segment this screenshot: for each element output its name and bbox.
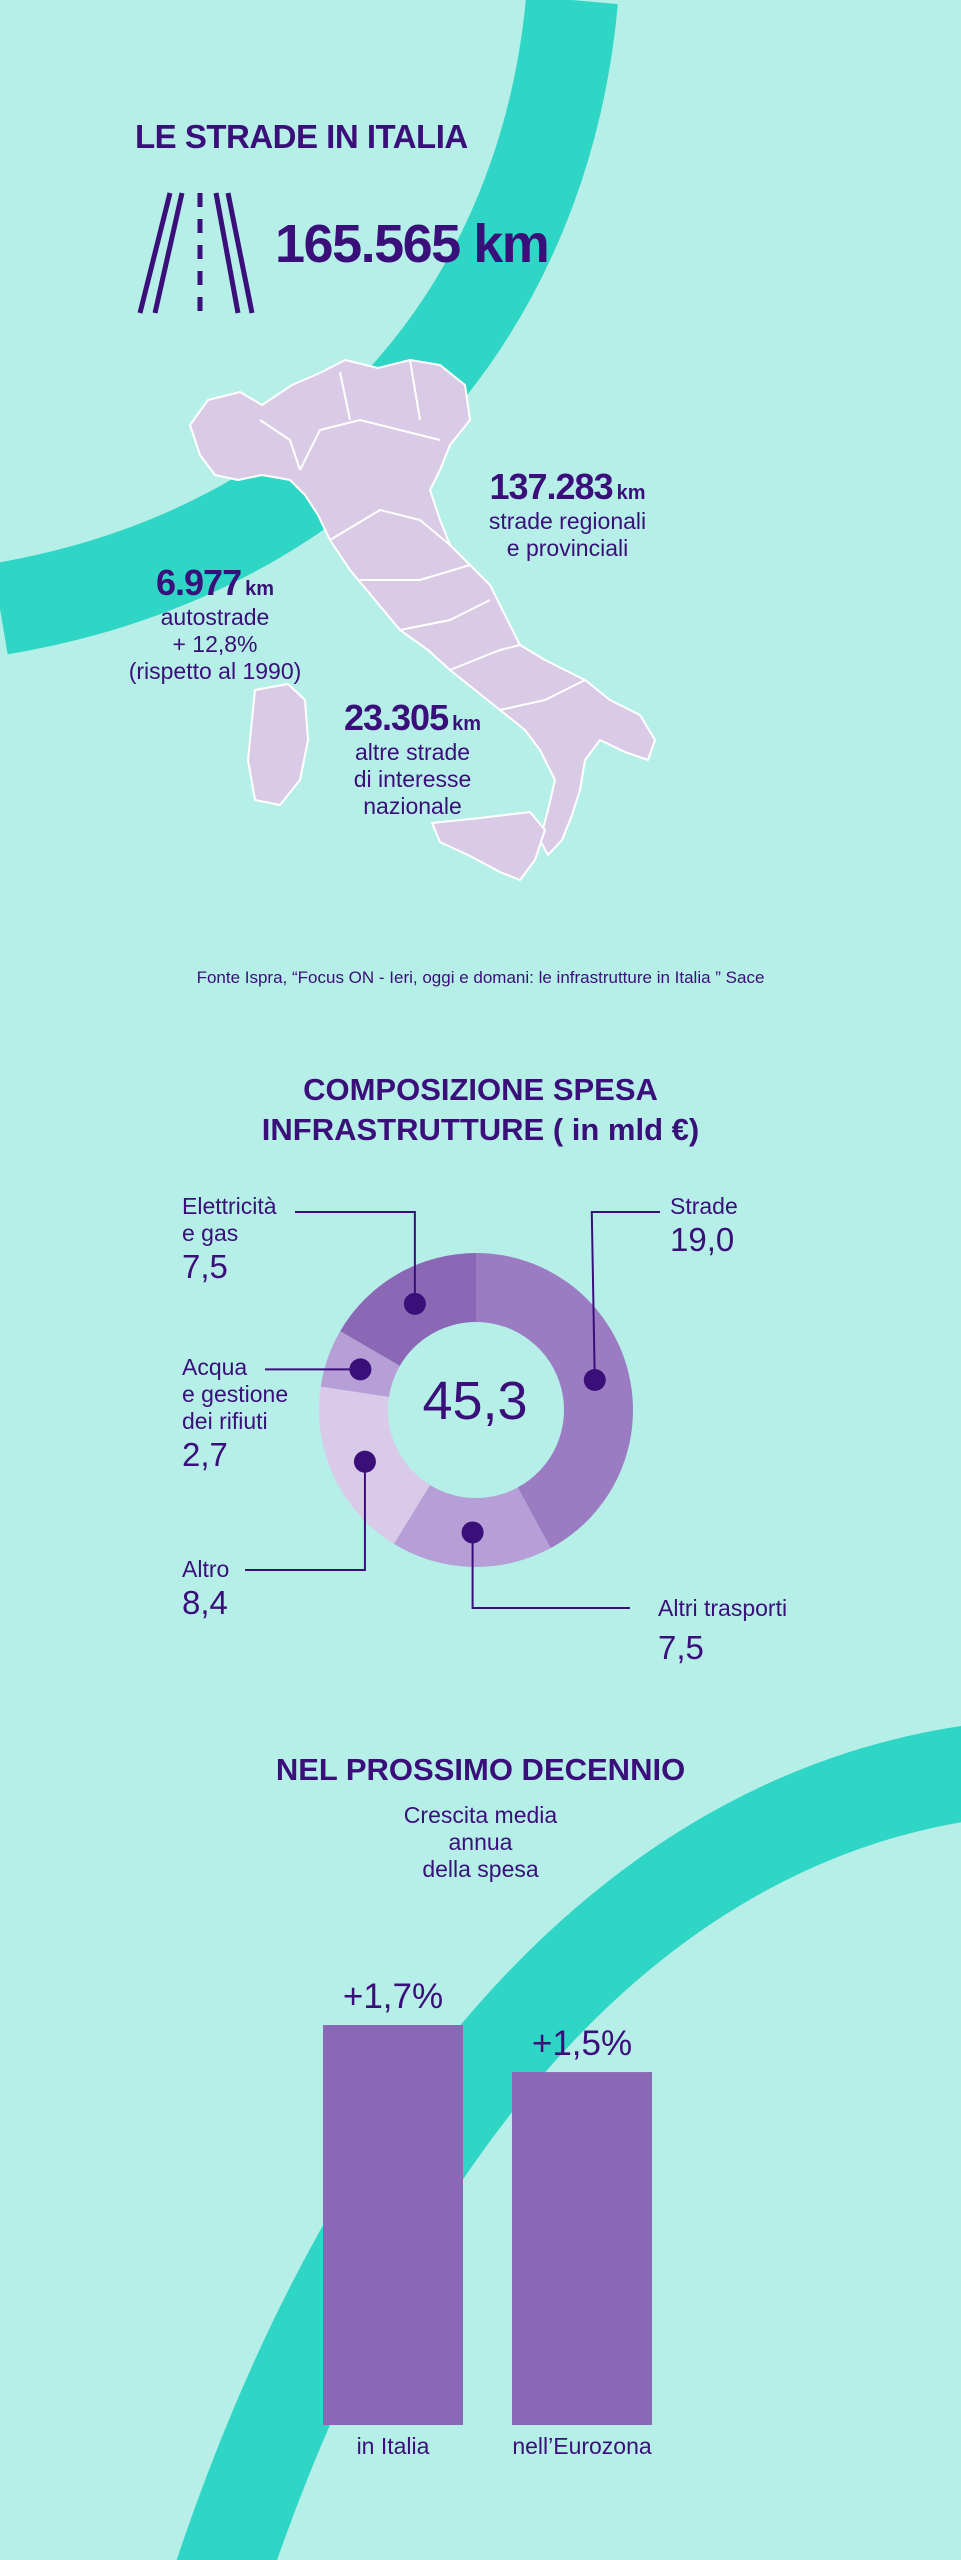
donut-leader-altro [245,1461,366,1571]
donut-total: 45,3 [422,1371,528,1431]
donut-label-strade: Strade 19,0 [670,1193,738,1260]
donut-label-acqua-value: 2,7 [182,1436,228,1473]
donut-label-altri-trasporti-value: 7,5 [658,1629,704,1666]
stat-national-line-3: nazionale [363,793,462,819]
total-road-value: 165.565 [275,214,461,274]
stat-regional-line-2: e provinciali [506,535,629,561]
donut-label-elettricita-line-2: e gas [182,1220,239,1246]
stat-highways-line-3: (rispetto al 1990) [128,658,302,684]
donut-dot-strade [583,1369,606,1392]
stat-national-unit: km [452,713,481,735]
stat-regional-roads: 137.283 km strade regionali e provinciali [460,466,675,562]
bar-chart-title: NEL PROSSIMO DECENNIO [275,1752,686,1787]
donut-dot-altri-trasporti [461,1521,484,1544]
road-icon [137,192,255,314]
donut-label-strade-name: Strade [670,1193,738,1219]
donut-label-acqua-line-1: Acqua [182,1354,248,1380]
donut-title-line-1: COMPOSIZIONE SPESA [303,1072,658,1107]
stat-regional-line-1: strade regionali [488,508,647,534]
source-note: Fonte Ispra, “Focus ON - Ieri, oggi e do… [196,968,765,987]
stat-national-line-1: altre strade [354,739,471,765]
total-road-length: 165.565 km [275,213,550,275]
total-road-unit: km [473,214,550,274]
donut-leader-altri-trasporti [471,1532,630,1609]
donut-title-line-2: INFRASTRUTTURE ( in mld €) [261,1112,700,1147]
stat-highways-unit: km [245,578,274,600]
sardinia [247,683,309,806]
bar-category-italia: in Italia [356,2433,430,2459]
donut-dot-acqua [349,1358,372,1381]
donut-label-altro-value: 8,4 [182,1584,228,1621]
stat-highways-line-1: autostrade [160,604,270,630]
donut-label-strade-value: 19,0 [670,1221,735,1258]
donut-label-altro-name: Altro [182,1556,230,1582]
stat-regional-unit: km [616,482,646,504]
donut-label-altri-trasporti-name: Altri trasporti [658,1595,788,1621]
region-borders [259,359,586,711]
stat-highways-value: 6.977 [156,562,242,603]
donut-dot-altro [353,1450,376,1473]
donut-leader-strade [590,1211,660,1381]
stat-national-roads: 23.305 km altre strade di interesse nazio… [320,697,505,820]
donut-label-elettricita-line-1: Elettricità [182,1193,277,1219]
bar-subtitle-line-1: Crescita media [403,1802,558,1828]
donut-dot-elettricita [403,1292,426,1315]
stat-national-value: 23.305 [343,697,449,738]
stat-regional-value: 137.283 [489,466,613,507]
bar-subtitle-line-2: annua [448,1829,513,1855]
donut-chart-title: COMPOSIZIONE SPESA INFRASTRUTTURE ( in m… [0,1070,961,1150]
bottom-arc [176,1726,961,2560]
donut-leader-elettricita [295,1211,416,1304]
stat-highways-line-2: + 12,8% [172,631,258,657]
bar-category-eurozona: nell’Eurozona [512,2433,652,2459]
donut-label-altro: Altro 8,4 [182,1556,229,1623]
bar-subtitle-line-3: della spesa [422,1856,539,1882]
donut-label-elettricita-value: 7,5 [182,1248,228,1285]
donut-label-elettricita: Elettricità e gas 7,5 [182,1193,277,1287]
bar-chart-subtitle: Crescita media annua della spesa [0,1802,961,1883]
section-title-roads: LE STRADE IN ITALIA [135,118,468,155]
donut-label-altri-trasporti: Altri trasporti 7,5 [658,1595,787,1668]
donut-label-acqua-line-3: dei rifiuti [182,1408,268,1434]
stat-highways: 6.977 km autostrade + 12,8% (rispetto al … [110,562,320,685]
bar-italia [323,2025,463,2425]
bar-value-label-eurozona: +1,5% [531,2024,633,2064]
donut-label-acqua: Acqua e gestione dei rifiuti 2,7 [182,1354,288,1475]
bar-eurozona [512,2072,652,2425]
stat-national-line-2: di interesse [353,766,472,792]
donut-label-acqua-line-2: e gestione [182,1381,289,1407]
sicily [431,811,546,881]
bar-value-label-italia: +1,7% [342,1977,444,2016]
